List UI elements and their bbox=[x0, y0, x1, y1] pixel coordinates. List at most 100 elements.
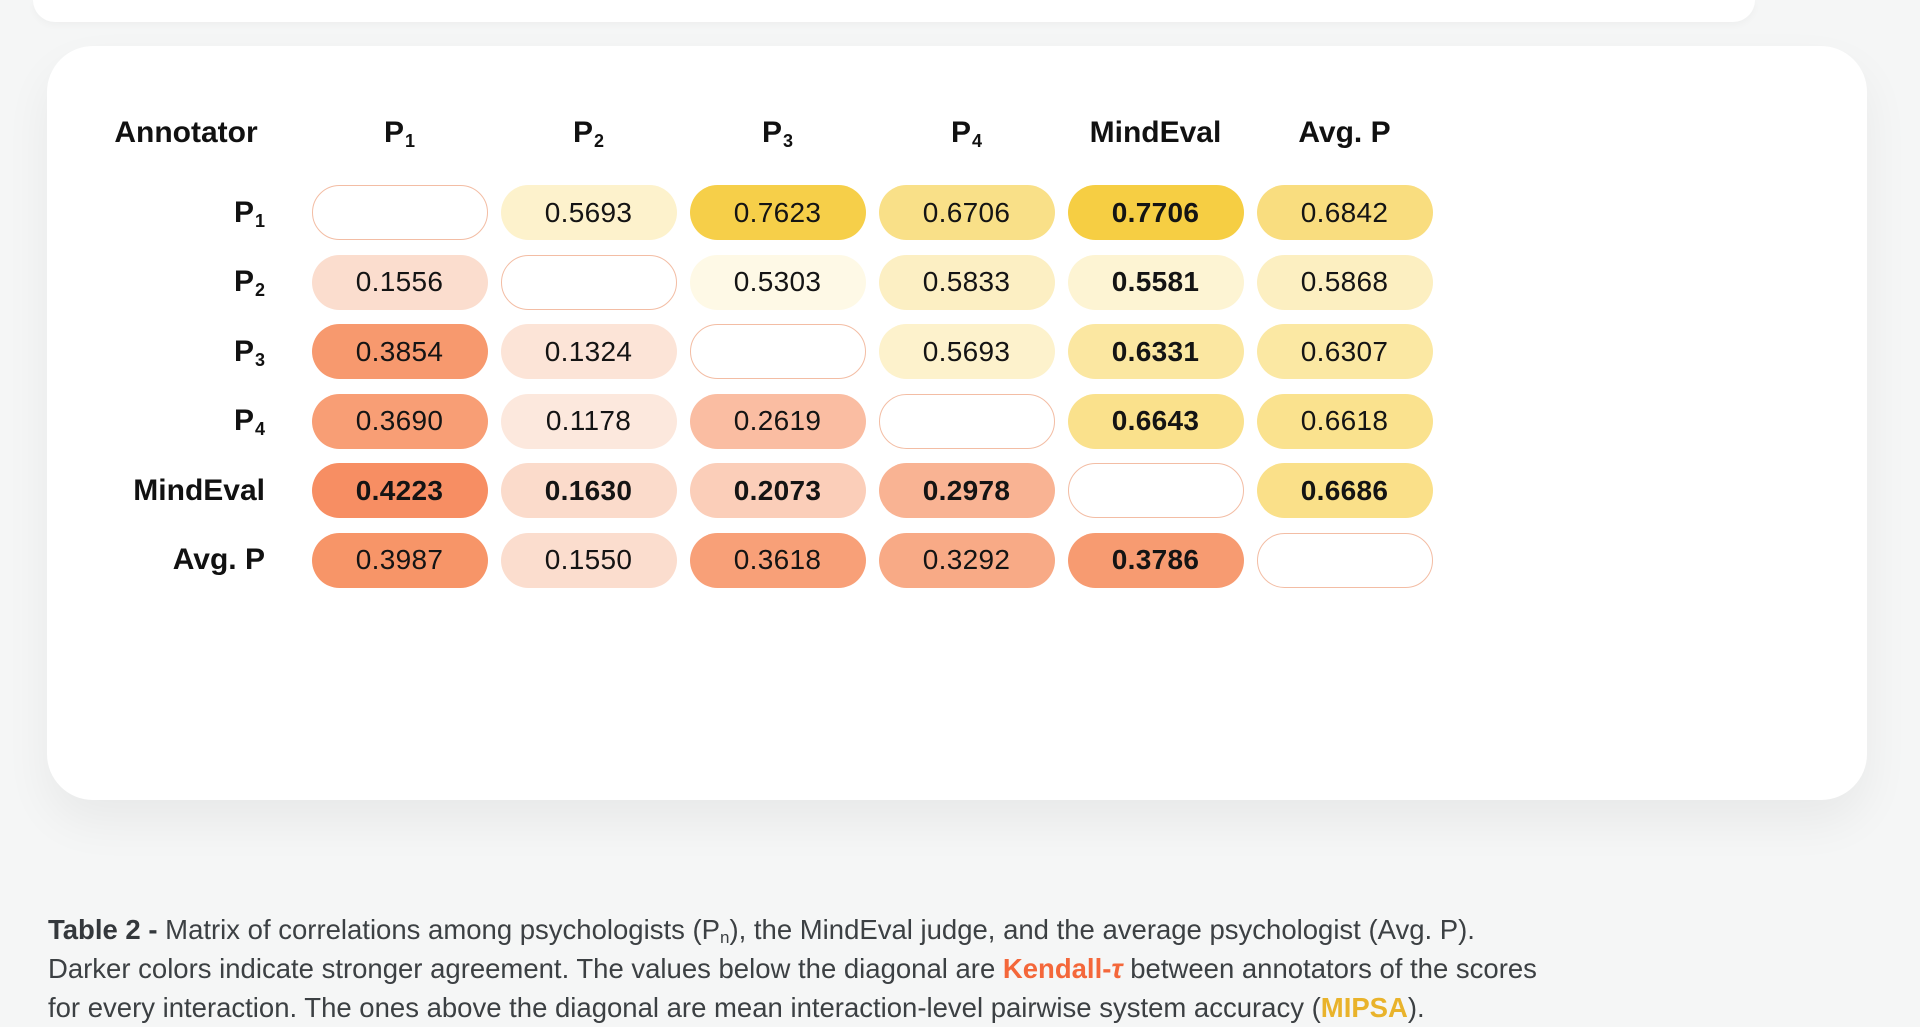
caption-segment-normal: for every interaction. The ones above th… bbox=[48, 992, 1321, 1023]
matrix-column-header-label-subscript: 3 bbox=[783, 131, 794, 152]
matrix-cell: 0.3690 bbox=[305, 393, 494, 449]
caption-segment-normal: Matrix of correlations among psychologis… bbox=[165, 914, 720, 945]
matrix-value-pill: 0.1324 bbox=[500, 324, 677, 380]
matrix-cell: 0.5581 bbox=[1061, 254, 1250, 310]
matrix-row-label: P1 bbox=[107, 195, 305, 231]
matrix-cell: 0.3854 bbox=[305, 324, 494, 380]
matrix-column-header: P3 bbox=[683, 116, 872, 152]
matrix-value-pill: 0.3854 bbox=[311, 324, 488, 380]
matrix-diagonal-empty-cell bbox=[500, 254, 677, 310]
caption-segment-bold: Table 2 - bbox=[48, 914, 166, 945]
matrix-cell: 0.6618 bbox=[1250, 393, 1439, 449]
matrix-column-header: P4 bbox=[872, 116, 1061, 152]
matrix-diagonal-empty-cell bbox=[311, 185, 488, 241]
matrix-value-pill: 0.5581 bbox=[1067, 254, 1244, 310]
matrix-row-label-text: P4 bbox=[233, 404, 265, 440]
matrix-value-pill: 0.1550 bbox=[500, 532, 677, 588]
matrix-value-pill: 0.7706 bbox=[1067, 185, 1244, 241]
matrix-value-pill: 0.6706 bbox=[878, 185, 1055, 241]
caption-segment-sub: n bbox=[719, 928, 730, 948]
matrix-cell bbox=[872, 393, 1061, 449]
matrix-cell: 0.1178 bbox=[494, 393, 683, 449]
matrix-row-label-text: MindEval bbox=[133, 473, 265, 507]
matrix-cell: 0.6686 bbox=[1250, 463, 1439, 519]
caption-segment-normal: ), the MindEval judge, and the average p… bbox=[729, 914, 1475, 945]
matrix-cell: 0.4223 bbox=[305, 463, 494, 519]
matrix-value-pill: 0.5833 bbox=[878, 254, 1055, 310]
matrix-row-label: P3 bbox=[107, 334, 305, 370]
matrix-row-label: P2 bbox=[107, 265, 305, 301]
matrix-row: P1 0.5693 0.7623 0.6706 0.7706 0.6842 bbox=[107, 178, 1439, 248]
matrix-value-pill: 0.3292 bbox=[878, 532, 1055, 588]
matrix-value-pill: 0.3618 bbox=[689, 532, 866, 588]
matrix-cell: 0.3292 bbox=[872, 532, 1061, 588]
caption-line: Darker colors indicate stronger agreemen… bbox=[48, 949, 1537, 988]
correlation-matrix-table: Annotator P1 P2 P3 P4 MindEval Avg. P P1 0.5693… bbox=[107, 112, 1439, 595]
matrix-row: P3 0.3854 0.1324 0.5693 0.6331 0.6307 bbox=[107, 317, 1439, 387]
matrix-column-header-label: P3 bbox=[761, 116, 794, 152]
matrix-header-row: Annotator P1 P2 P3 P4 MindEval Avg. P bbox=[107, 112, 1439, 154]
matrix-column-header: P2 bbox=[494, 116, 683, 152]
matrix-row-label-text-subscript: 4 bbox=[254, 419, 265, 440]
matrix-diagonal-empty-cell bbox=[689, 324, 866, 380]
matrix-column-header: MindEval bbox=[1061, 116, 1250, 150]
matrix-value-pill: 0.6618 bbox=[1256, 393, 1433, 449]
matrix-column-header-label: P2 bbox=[572, 116, 605, 152]
matrix-value-pill: 0.3690 bbox=[311, 393, 488, 449]
matrix-column-header-label: P1 bbox=[383, 116, 416, 152]
caption-line: for every interaction. The ones above th… bbox=[48, 988, 1537, 1027]
matrix-row-label-text-subscript: 1 bbox=[254, 210, 265, 231]
matrix-row-label: P4 bbox=[107, 404, 305, 440]
matrix-cell: 0.5693 bbox=[494, 185, 683, 241]
matrix-cell bbox=[683, 324, 872, 380]
matrix-cell: 0.3786 bbox=[1061, 532, 1250, 588]
caption-segment-mipsa: MIPSA bbox=[1320, 992, 1408, 1023]
matrix-row-label: MindEval bbox=[107, 474, 305, 508]
matrix-cell: 0.3987 bbox=[305, 532, 494, 588]
matrix-value-pill: 0.7623 bbox=[689, 185, 866, 241]
caption-segment-normal: ). bbox=[1407, 992, 1425, 1023]
matrix-cell: 0.6307 bbox=[1250, 324, 1439, 380]
matrix-value-pill: 0.3987 bbox=[311, 532, 488, 588]
matrix-column-header-label-subscript: 1 bbox=[405, 131, 416, 152]
matrix-cell: 0.2619 bbox=[683, 393, 872, 449]
matrix-row-label-text: P3 bbox=[233, 334, 265, 370]
matrix-row: P2 0.1556 0.5303 0.5833 0.5581 0.5868 bbox=[107, 248, 1439, 318]
table-caption: Table 2 - Matrix of correlations among p… bbox=[48, 910, 1537, 1027]
matrix-cell: 0.2978 bbox=[872, 463, 1061, 519]
matrix-value-pill: 0.4223 bbox=[311, 463, 488, 519]
matrix-row-label-text: Avg. P bbox=[172, 543, 265, 577]
matrix-value-pill: 0.2073 bbox=[689, 463, 866, 519]
matrix-column-header-label-subscript: 4 bbox=[972, 131, 983, 152]
matrix-cell: 0.3618 bbox=[683, 532, 872, 588]
caption-segment-kendall-tau: τ bbox=[1111, 953, 1123, 984]
matrix-row-label-text: P1 bbox=[233, 195, 265, 231]
matrix-cell: 0.6331 bbox=[1061, 324, 1250, 380]
matrix-value-pill: 0.6643 bbox=[1067, 393, 1244, 449]
matrix-cell: 0.2073 bbox=[683, 463, 872, 519]
matrix-column-header-label: MindEval bbox=[1089, 116, 1222, 149]
matrix-cell: 0.6706 bbox=[872, 185, 1061, 241]
matrix-row: Avg. P 0.3987 0.1550 0.3618 0.3292 0.3786 bbox=[107, 526, 1439, 596]
matrix-value-pill: 0.2978 bbox=[878, 463, 1055, 519]
matrix-diagonal-empty-cell bbox=[1067, 463, 1244, 519]
matrix-cell: 0.6643 bbox=[1061, 393, 1250, 449]
matrix-row-label-text: P2 bbox=[233, 265, 265, 301]
matrix-value-pill: 0.3786 bbox=[1067, 532, 1244, 588]
matrix-column-header-label: P4 bbox=[950, 116, 983, 152]
matrix-corner-header: Annotator bbox=[107, 116, 305, 150]
matrix-value-pill: 0.5303 bbox=[689, 254, 866, 310]
caption-segment-normal: between annotators of the scores bbox=[1122, 953, 1537, 984]
matrix-cell: 0.1324 bbox=[494, 324, 683, 380]
matrix-cell bbox=[1061, 463, 1250, 519]
matrix-cell: 0.7623 bbox=[683, 185, 872, 241]
matrix-cell: 0.7706 bbox=[1061, 185, 1250, 241]
matrix-value-pill: 0.6686 bbox=[1256, 463, 1433, 519]
matrix-column-header-label: Avg. P bbox=[1298, 116, 1391, 149]
matrix-diagonal-empty-cell bbox=[878, 393, 1055, 449]
matrix-value-pill: 0.6307 bbox=[1256, 324, 1433, 380]
matrix-value-pill: 0.1178 bbox=[500, 393, 677, 449]
matrix-row-label-text-subscript: 3 bbox=[254, 349, 265, 370]
matrix-value-pill: 0.1630 bbox=[500, 463, 677, 519]
matrix-column-header-label-subscript: 2 bbox=[594, 131, 605, 152]
